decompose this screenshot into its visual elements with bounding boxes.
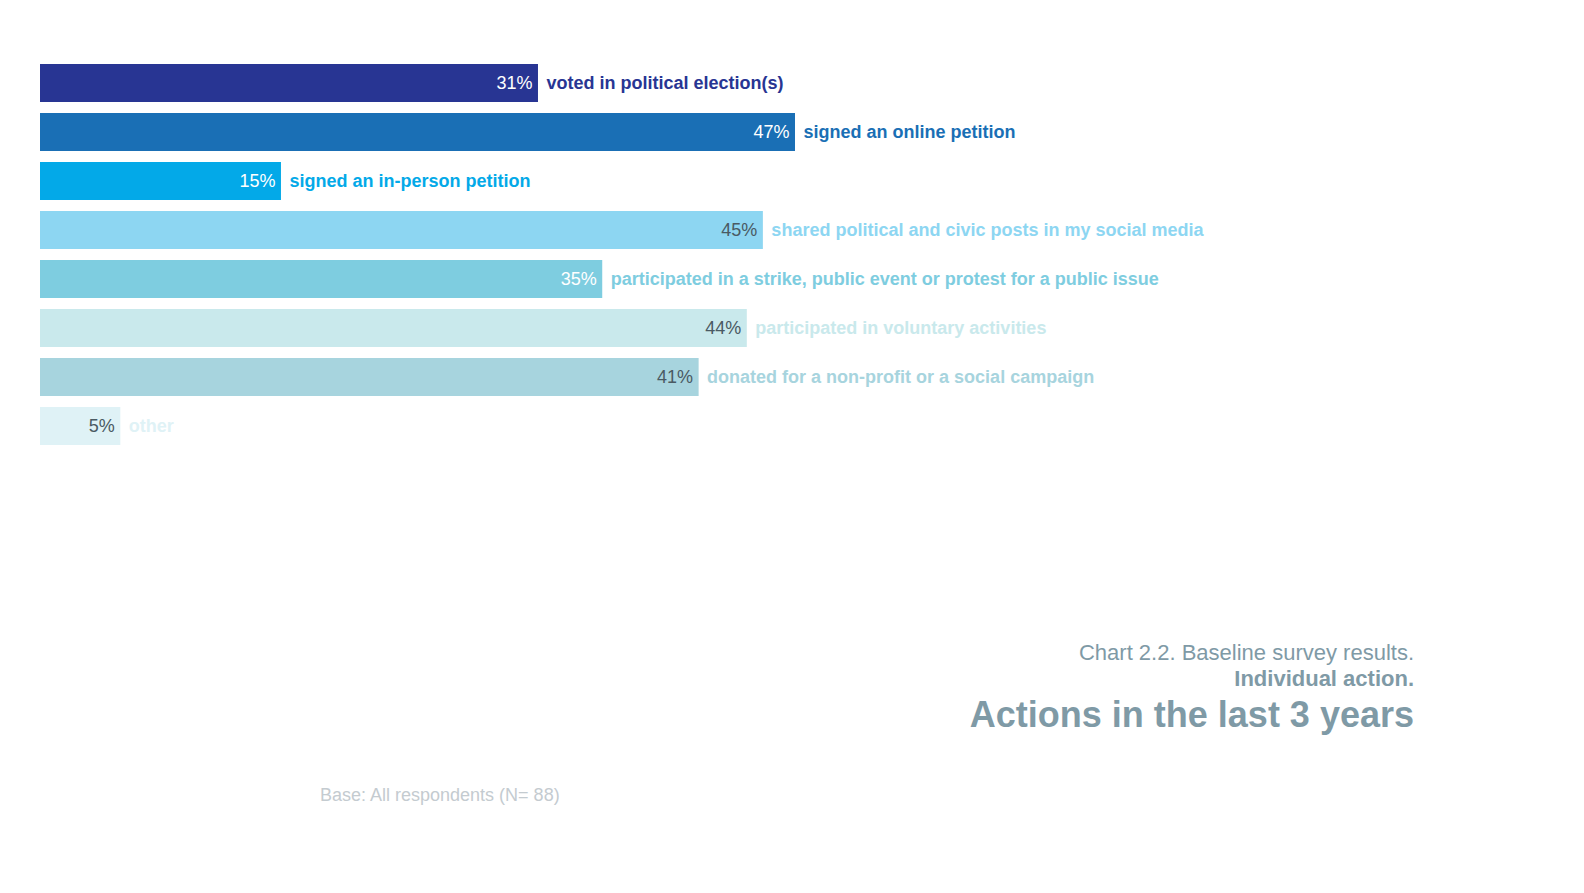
svg-text:signed an online petition: signed an online petition: [804, 122, 1016, 142]
svg-text:15%: 15%: [239, 171, 275, 191]
svg-text:participated in a strike, publ: participated in a strike, public event o…: [611, 269, 1159, 289]
html-text:Actions in the last 3 years: Actions in the last 3 years: [969, 694, 1414, 735]
svg-text:signed an in-person petition: signed an in-person petition: [289, 171, 530, 191]
svg-text:voted in political election(s): voted in political election(s): [546, 73, 783, 93]
svg-text:44%: 44%: [705, 318, 741, 338]
svg-text:31%: 31%: [496, 73, 532, 93]
svg-text:shared political and civic pos: shared political and civic posts in my s…: [771, 220, 1204, 240]
html-text:Base: All respondents (N= 88): Base: All respondents (N= 88): [320, 785, 560, 805]
svg-text:5%: 5%: [89, 416, 115, 436]
svg-text:participated in voluntary acti: participated in voluntary activities: [755, 318, 1046, 338]
html-text:Individual action.: Individual action.: [1234, 666, 1414, 691]
svg-text:donated for a non-profit or a: donated for a non-profit or a social cam…: [707, 367, 1094, 387]
svg-text:35%: 35%: [561, 269, 597, 289]
svg-text:other: other: [129, 416, 174, 436]
svg-text:47%: 47%: [753, 122, 789, 142]
html-text:Chart 2.2. Baseline survey res: Chart 2.2. Baseline survey results.: [1079, 640, 1414, 665]
svg-text:45%: 45%: [721, 220, 757, 240]
svg-text:41%: 41%: [657, 367, 693, 387]
